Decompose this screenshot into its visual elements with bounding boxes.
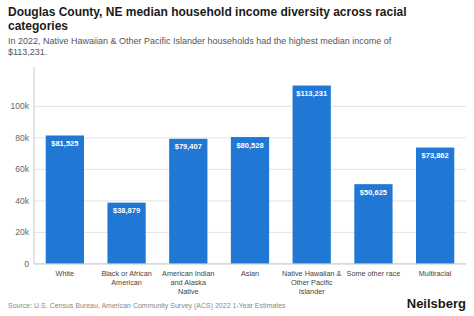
text-line: Native	[178, 287, 199, 296]
x-tick-label: Black or AfricanAmerican	[101, 269, 151, 287]
y-tick-label: 80k	[15, 133, 29, 143]
grid	[34, 106, 466, 264]
source: Source: U.S. Census Bureau, American Com…	[8, 302, 286, 310]
text-line: $113,231.	[8, 47, 47, 57]
x-axis-line	[34, 263, 466, 264]
y-tick-label: 0	[24, 259, 29, 269]
grid-line	[34, 106, 466, 107]
text-line: Islander	[299, 287, 325, 296]
bar-label: $79,407	[175, 142, 202, 151]
grid-line	[34, 263, 466, 264]
subtitle: In 2022, Native Hawaiian & Other Pacific…	[8, 36, 392, 57]
text-line: Other Pacific	[291, 278, 333, 287]
text-line: White	[56, 269, 75, 278]
bar-label: $81,525	[51, 139, 78, 148]
x-tick-labels: White Black or AfricanAmerican American In…	[56, 269, 452, 295]
bar-label: $113,231	[296, 89, 327, 98]
x-tick-label: Native Hawaiian &Other PacificIslander	[282, 269, 341, 295]
text-line: Asian	[241, 269, 259, 278]
chart: Douglas County, NE median household inco…	[0, 0, 474, 316]
text-line: Native Hawaiian &	[282, 269, 341, 278]
bar	[46, 135, 84, 263]
bar	[231, 137, 269, 264]
brand: Neilsberg	[407, 296, 466, 311]
bar-labels: $81,525 $38,879 $79,407 $80,528 $113,231 $50,…	[51, 89, 448, 215]
title: Douglas County, NE median household inco…	[8, 5, 407, 33]
bar-label: $73,862	[422, 151, 449, 160]
text-line: Douglas County, NE median household inco…	[8, 5, 407, 19]
text-line: Black or African	[101, 269, 151, 278]
text-line: and Alaska	[171, 278, 207, 287]
x-tick-label: American Indianand AlaskaNative	[162, 269, 214, 295]
bars	[46, 86, 455, 264]
x-tick-label: Asian	[241, 269, 259, 278]
bar	[169, 139, 207, 264]
y-tick-label: 60k	[15, 164, 29, 174]
y-tick-label: 20k	[15, 227, 29, 237]
bar	[416, 148, 454, 264]
text-line: Multiracial	[419, 269, 452, 278]
x-tick-label: Some other race	[347, 269, 401, 278]
text-line: categories	[8, 19, 68, 33]
y-tick-label: 40k	[15, 196, 29, 206]
bar-label: $38,879	[113, 206, 140, 215]
bar	[354, 184, 392, 264]
bar	[293, 86, 331, 264]
x-tick-label: White	[56, 269, 75, 278]
text-line: Some other race	[347, 269, 401, 278]
text-line: In 2022, Native Hawaiian & Other Pacific…	[8, 36, 392, 46]
text-line: American	[111, 278, 142, 287]
bar-label: $80,528	[236, 141, 263, 150]
bar	[107, 203, 145, 264]
y-tick-label: 100k	[11, 101, 30, 111]
x-tick-label: Multiracial	[419, 269, 452, 278]
text-line: American Indian	[162, 269, 214, 278]
y-tick-labels: 0 20k 40k 60k 80k 100k	[11, 101, 30, 269]
bar-label: $50,625	[360, 188, 387, 197]
y-axis-line	[34, 67, 35, 264]
